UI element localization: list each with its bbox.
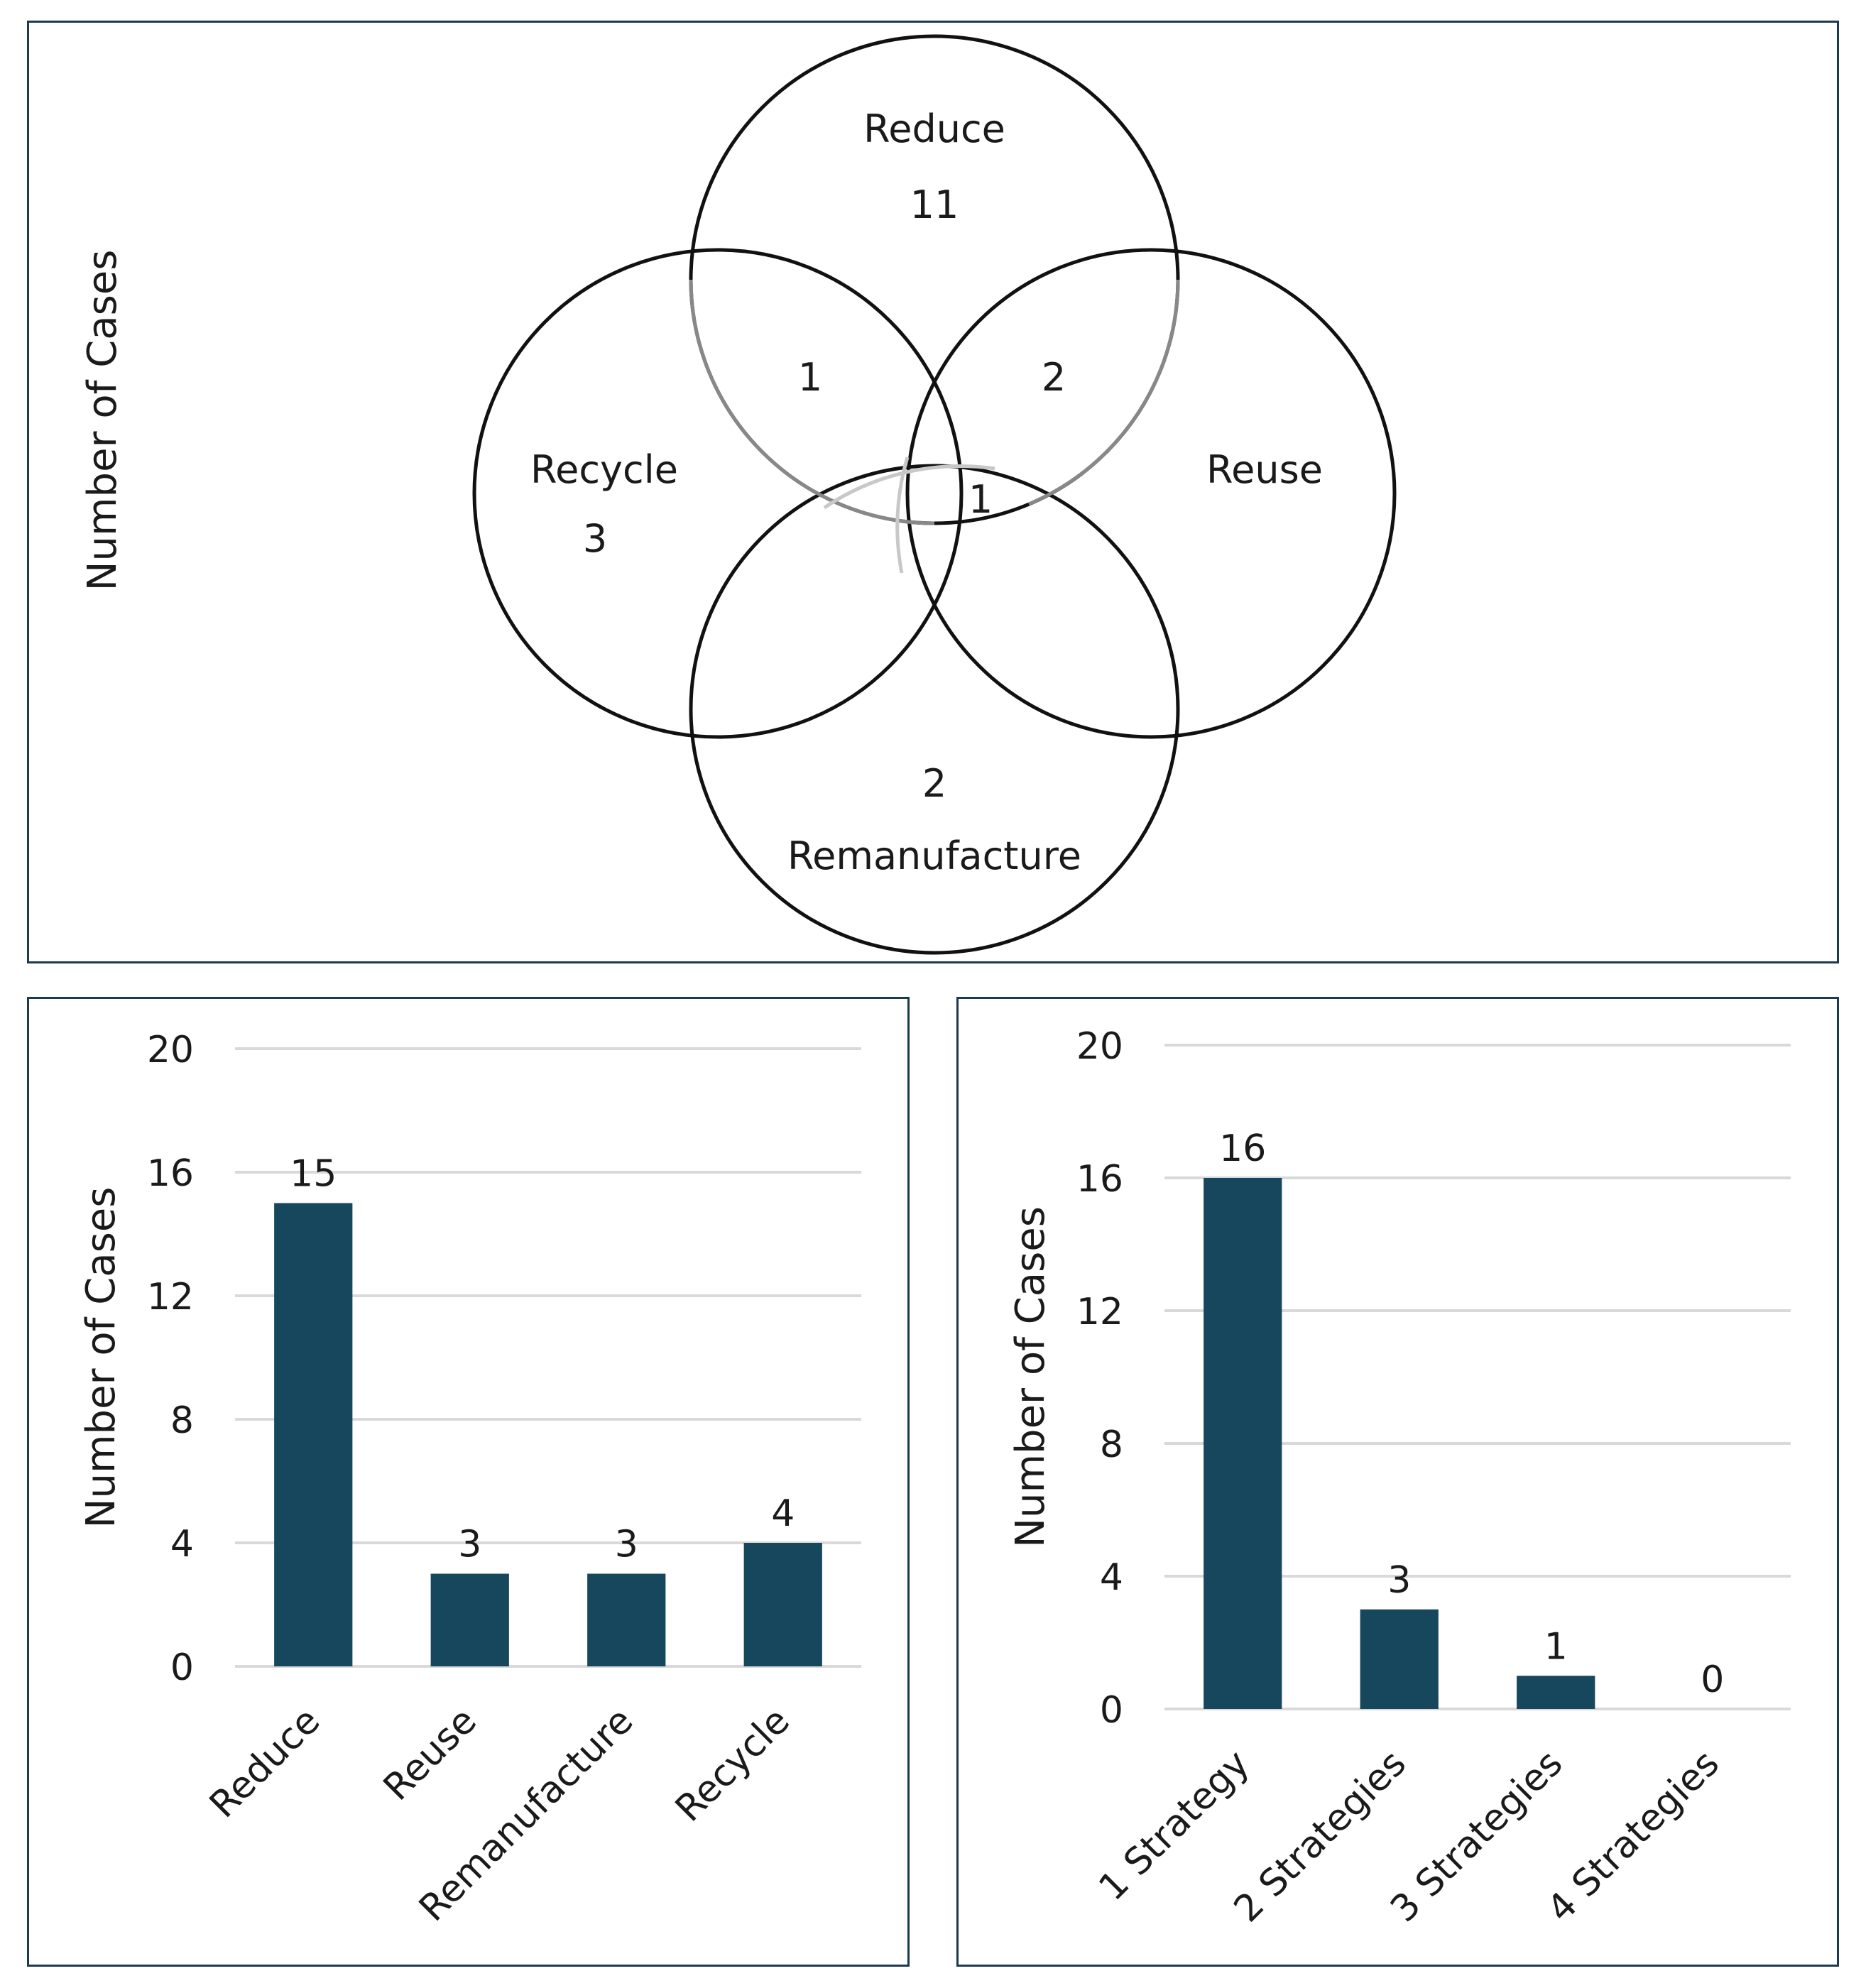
venn-count-reduce-only: 11	[910, 182, 959, 227]
y-tick-label: 16	[147, 1152, 194, 1195]
y-tick-label: 12	[147, 1276, 194, 1318]
data-label: 15	[290, 1153, 337, 1196]
x-tick-label: Recycle	[667, 1700, 798, 1830]
venn-circle-reuse	[905, 248, 1397, 739]
bar-chart-strategies: 0 4 8 12 16 20 Number of Cases 15 Reduce 3 Reuse 3 R…	[78, 1029, 861, 1930]
venn-overlap-shade-4	[823, 464, 995, 510]
x-tick-label: 1 Strategy	[1091, 1742, 1257, 1909]
venn-overlap-shade-1	[689, 279, 935, 525]
data-label: 1	[1544, 1625, 1568, 1668]
bar-recycle	[743, 1543, 822, 1666]
venn-overlap-shade-3	[895, 457, 910, 574]
x-tick-label: Reuse	[376, 1700, 485, 1809]
venn-panel: Number of Cases Reduce 11 Recycle 3 Reus…	[27, 21, 1839, 963]
bar-reuse	[430, 1573, 509, 1666]
venn-count-recycle-only: 3	[583, 516, 607, 561]
venn-label-recycle: Recycle	[530, 447, 678, 492]
data-label: 3	[615, 1524, 638, 1566]
y-axis-label: Number of Cases	[78, 1187, 124, 1529]
venn-diagram: Number of Cases Reduce 11 Recycle 3 Reus…	[80, 34, 1397, 955]
venn-label-reuse: Reuse	[1206, 447, 1323, 492]
venn-count-reduce-recycle: 1	[798, 355, 822, 400]
venn-count-reduce-reuse: 2	[1042, 355, 1066, 400]
venn-label-remanufacture: Remanufacture	[787, 834, 1081, 878]
y-tick-label: 0	[170, 1646, 194, 1689]
bar-3-strategies	[1517, 1676, 1595, 1709]
venn-count-center: 1	[968, 477, 993, 522]
x-tick-label: Reduce	[202, 1700, 328, 1826]
bar-2-strategies	[1360, 1609, 1439, 1709]
y-tick-label: 12	[1076, 1291, 1123, 1333]
data-label: 4	[771, 1492, 795, 1535]
data-label: 3	[458, 1524, 481, 1566]
venn-circle-remanufacture	[689, 464, 1180, 955]
y-tick-label: 4	[170, 1523, 194, 1566]
venn-label-reduce: Reduce	[863, 106, 1005, 151]
venn-circle-recycle	[472, 248, 964, 739]
data-label: 3	[1387, 1559, 1411, 1602]
venn-overlap-shade-2	[1028, 279, 1180, 506]
venn-ylabel: Number of Cases	[80, 250, 126, 591]
y-tick-label: 8	[1100, 1424, 1123, 1466]
bar-remanufacture	[587, 1573, 666, 1666]
bar-1-strategy	[1204, 1178, 1282, 1709]
y-tick-label: 20	[1076, 1025, 1123, 1068]
y-tick-label: 20	[147, 1029, 194, 1071]
bar-chart-panel-strategies: 0 4 8 12 16 20 Number of Cases 15 Reduce 3 Reuse 3 R…	[27, 997, 910, 1967]
y-tick-label: 4	[1100, 1556, 1123, 1599]
y-tick-label: 8	[170, 1399, 194, 1442]
y-tick-label: 16	[1076, 1158, 1123, 1201]
data-label: 0	[1701, 1659, 1724, 1701]
bar-reduce	[274, 1203, 353, 1666]
data-label: 16	[1219, 1127, 1266, 1170]
bar-chart-panel-strategy-count: 0 4 8 12 16 20 Number of Cases 16 1 Strategy 3 2 S…	[956, 997, 1839, 1967]
y-axis-label: Number of Cases	[1008, 1206, 1054, 1548]
venn-count-remanufacture-only: 2	[922, 761, 946, 806]
y-tick-label: 0	[1100, 1689, 1123, 1732]
